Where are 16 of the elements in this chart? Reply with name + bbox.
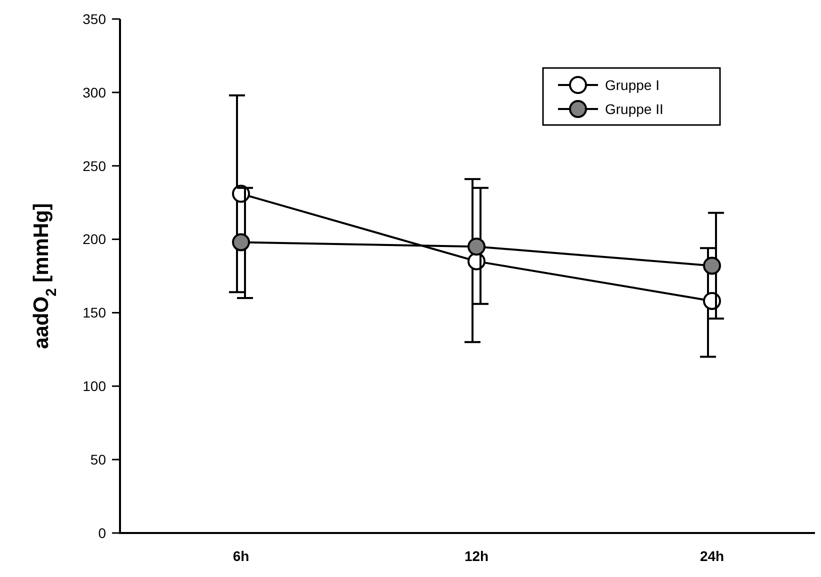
x-tick-label: 24h	[700, 548, 724, 564]
x-tick-label: 6h	[232, 548, 250, 564]
point	[468, 238, 486, 256]
y-tick-label: 50	[90, 451, 106, 468]
y-tick-label: 200	[82, 231, 106, 248]
y-tick-label: 0	[98, 524, 106, 541]
point	[232, 233, 250, 252]
y-tick-label: 150	[82, 304, 106, 321]
legend-label: Gruppe I	[605, 76, 660, 93]
y-tick-label: 300	[82, 84, 106, 100]
y-tick-label: 350	[82, 10, 106, 27]
y-tick-label: 100	[82, 378, 106, 394]
legend-label: Gruppe II	[605, 100, 664, 117]
y-tick-label: 250	[82, 158, 106, 174]
point	[703, 256, 721, 275]
x-tick-label: 12h	[464, 548, 489, 564]
